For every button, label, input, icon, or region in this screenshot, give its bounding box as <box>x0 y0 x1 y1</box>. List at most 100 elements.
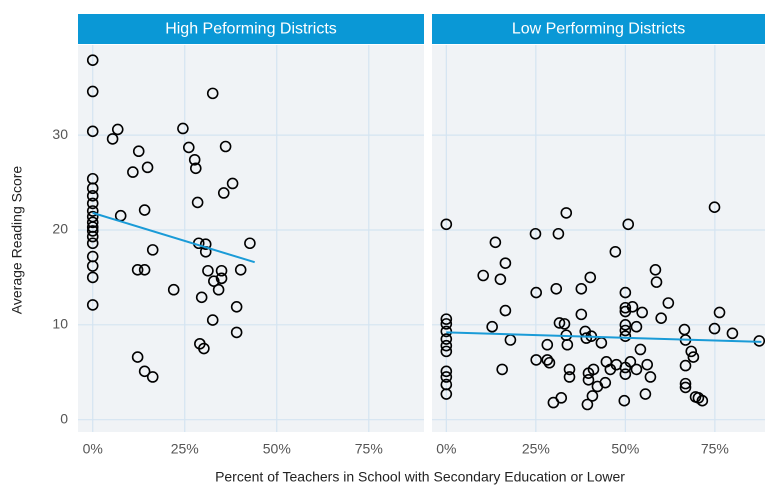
point <box>529 227 542 240</box>
point <box>189 162 202 175</box>
point <box>226 177 239 190</box>
point <box>440 345 453 358</box>
point <box>212 283 225 296</box>
trend-line <box>92 211 255 264</box>
point <box>582 374 595 386</box>
x-tick-label: 75% <box>701 441 729 457</box>
point <box>106 133 119 145</box>
point <box>626 300 639 313</box>
point <box>477 269 490 282</box>
point <box>619 286 632 299</box>
point <box>195 291 208 304</box>
y-tick-label: 30 <box>52 126 68 142</box>
point <box>86 260 99 272</box>
point <box>86 237 99 250</box>
point <box>580 332 593 344</box>
point <box>111 123 124 136</box>
point <box>177 122 189 135</box>
point <box>230 300 243 313</box>
point <box>584 271 597 284</box>
point <box>679 359 692 372</box>
point <box>641 358 653 371</box>
point <box>215 264 228 277</box>
point <box>202 264 214 277</box>
point <box>726 327 739 340</box>
point <box>191 196 204 209</box>
point <box>167 283 180 296</box>
point <box>206 87 219 100</box>
point <box>708 201 721 213</box>
point <box>552 227 565 240</box>
strip <box>78 14 424 44</box>
point <box>499 257 512 269</box>
point <box>188 153 201 166</box>
point <box>541 338 554 351</box>
x-tick-label: 75% <box>355 441 383 457</box>
point <box>575 282 588 295</box>
x-tick-label: 25% <box>522 441 550 457</box>
point <box>541 354 554 366</box>
point <box>440 325 453 338</box>
point <box>586 390 599 402</box>
y-tick-label: 20 <box>52 221 68 237</box>
point <box>138 264 151 276</box>
point <box>217 187 230 199</box>
point <box>619 319 632 331</box>
point <box>649 264 662 276</box>
point <box>655 312 667 324</box>
point <box>685 345 698 358</box>
point <box>630 320 643 333</box>
point <box>560 207 573 219</box>
point <box>696 394 709 407</box>
point <box>219 140 232 153</box>
point <box>575 308 588 321</box>
x-tick-label: 50% <box>611 441 639 457</box>
point <box>146 244 159 256</box>
point <box>530 354 542 366</box>
point <box>624 356 637 368</box>
point <box>636 306 648 319</box>
point <box>440 388 453 400</box>
x-axis-title: Percent of Teachers in School with Secon… <box>215 469 625 485</box>
point <box>138 365 151 378</box>
point <box>215 272 228 285</box>
point <box>206 314 219 326</box>
point <box>581 398 594 411</box>
point <box>440 218 453 231</box>
point <box>489 236 502 249</box>
point <box>440 313 453 325</box>
point <box>199 238 212 250</box>
point <box>86 225 99 237</box>
point <box>198 342 210 355</box>
point <box>543 356 556 369</box>
point <box>208 275 220 287</box>
point <box>86 299 99 311</box>
point <box>440 371 453 383</box>
point <box>679 377 692 390</box>
point <box>131 351 144 363</box>
point <box>127 166 139 178</box>
point <box>630 363 643 376</box>
point <box>494 273 507 286</box>
point <box>563 371 576 383</box>
strip-title: High Peforming Districts <box>165 21 337 38</box>
point <box>558 318 571 330</box>
point <box>687 351 700 363</box>
point <box>599 376 612 389</box>
point <box>86 125 99 138</box>
point <box>555 392 568 404</box>
point <box>587 363 600 376</box>
point <box>622 218 635 231</box>
y-axis-title: Average Reading Score <box>9 166 25 315</box>
point <box>609 245 622 258</box>
point <box>496 363 508 376</box>
point <box>561 338 574 351</box>
point <box>634 343 647 356</box>
y-tick-label: 10 <box>52 316 68 332</box>
point <box>86 271 99 284</box>
point <box>486 320 498 333</box>
point <box>86 230 99 243</box>
point <box>440 339 453 352</box>
strip <box>432 14 765 44</box>
point <box>146 371 159 383</box>
